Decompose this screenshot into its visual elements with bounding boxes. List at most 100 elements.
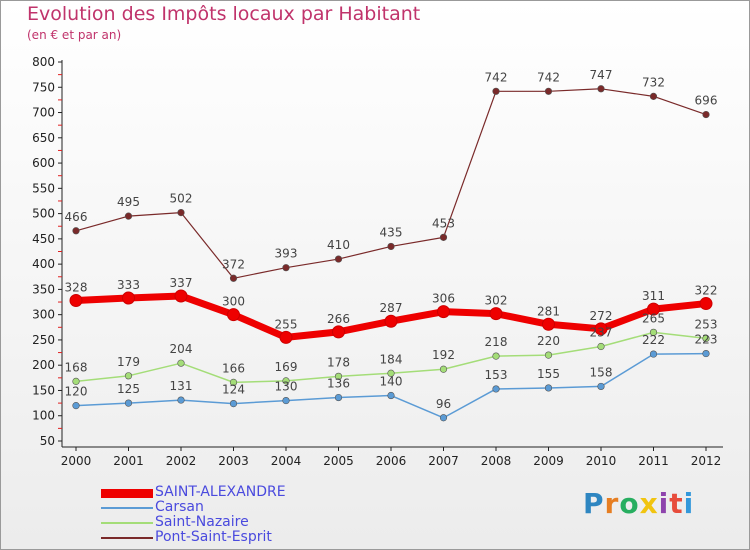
legend-label: Pont-Saint-Esprit (155, 529, 272, 545)
y-tick-label: 400 (32, 257, 55, 271)
data-point (282, 377, 290, 385)
data-label: 222 (642, 333, 665, 347)
x-tick-label: 2009 (533, 454, 564, 468)
data-point (334, 393, 343, 402)
data-label: 125 (117, 382, 140, 396)
data-label: 272 (590, 309, 613, 323)
data-point (124, 372, 133, 380)
data-point (229, 378, 238, 386)
data-label: 742 (485, 70, 508, 84)
y-tick-label: 200 (32, 358, 55, 372)
data-label: 466 (65, 210, 88, 224)
data-label: 322 (695, 284, 718, 298)
data-label: 120 (65, 385, 88, 399)
data-point (334, 255, 343, 263)
data-point (229, 400, 238, 408)
data-point (332, 325, 345, 339)
data-point (177, 359, 185, 367)
logo-letter: r (604, 487, 620, 520)
data-point (542, 317, 555, 331)
data-point (282, 264, 290, 272)
data-label: 302 (485, 294, 508, 308)
proxiti-logo: Proxiti (583, 487, 694, 520)
data-point (387, 242, 395, 251)
data-label: 495 (117, 195, 140, 209)
data-point (387, 369, 395, 377)
data-label: 287 (380, 301, 403, 315)
logo-letter: t (669, 487, 684, 520)
data-label: 237 (590, 326, 613, 340)
data-label: 179 (117, 355, 140, 369)
x-tick-label: 2011 (638, 454, 669, 468)
legend-label: Saint-Nazaire (155, 514, 249, 530)
y-tick-label: 500 (32, 207, 55, 221)
x-tick-label: 2010 (586, 454, 617, 468)
data-label: 328 (65, 281, 88, 295)
legend-swatch (101, 537, 153, 539)
logo-letter: o (619, 487, 640, 520)
data-point (174, 289, 188, 303)
data-point (229, 274, 238, 282)
data-label: 96 (436, 397, 451, 411)
data-point (544, 351, 553, 359)
data-point (597, 342, 605, 351)
y-tick-label: 450 (32, 232, 55, 246)
data-label: 311 (642, 289, 665, 303)
data-point (439, 414, 448, 422)
data-label: 502 (170, 192, 193, 206)
y-tick-label: 350 (32, 282, 55, 296)
x-tick-label: 2001 (113, 454, 144, 468)
data-point (72, 377, 80, 385)
data-point (702, 349, 710, 358)
data-label: 300 (222, 295, 245, 309)
data-label: 410 (327, 238, 350, 252)
data-label: 265 (642, 311, 665, 325)
data-point (279, 330, 293, 344)
y-tick-label: 700 (32, 106, 55, 120)
data-point (544, 384, 553, 392)
logo-letter: i (658, 487, 670, 520)
data-label: 169 (275, 360, 298, 374)
data-point (124, 399, 133, 407)
data-point (439, 365, 448, 373)
legend-label: Carsan (155, 499, 204, 515)
data-point (334, 372, 343, 380)
data-point (69, 294, 83, 308)
y-tick-label: 300 (32, 308, 55, 322)
data-label: 253 (695, 317, 718, 331)
y-tick-label: 100 (32, 409, 55, 423)
logo-letter: P (583, 487, 605, 520)
data-label: 192 (432, 348, 455, 362)
y-tick-label: 600 (32, 156, 55, 170)
legend-swatch (101, 507, 153, 509)
y-tick-label: 150 (32, 383, 55, 397)
data-label: 153 (485, 368, 508, 382)
data-label: 372 (222, 257, 245, 271)
data-point (439, 233, 448, 241)
data-label: 696 (695, 94, 718, 108)
data-point (282, 396, 290, 405)
x-tick-label: 2008 (481, 454, 512, 468)
y-tick-label: 250 (32, 333, 55, 347)
data-point (122, 291, 135, 305)
data-point (702, 334, 710, 343)
data-label: 306 (432, 292, 455, 306)
data-label: 281 (537, 304, 560, 318)
data-label: 158 (590, 365, 613, 379)
data-point (649, 350, 658, 358)
data-label: 131 (170, 379, 193, 393)
data-point (597, 382, 605, 391)
data-point (492, 352, 500, 360)
data-point (594, 322, 608, 336)
x-tick-label: 2004 (271, 454, 302, 468)
data-point (699, 297, 713, 311)
data-point (544, 87, 553, 95)
legend-swatch (101, 488, 153, 498)
data-label: 218 (485, 335, 508, 349)
legend-label: SAINT-ALEXANDRE (155, 484, 286, 500)
chart-title: Evolution des Impôts locaux par Habitant (27, 3, 421, 25)
data-label: 255 (275, 317, 298, 331)
data-label: 732 (642, 75, 665, 89)
data-label: 130 (275, 380, 298, 394)
